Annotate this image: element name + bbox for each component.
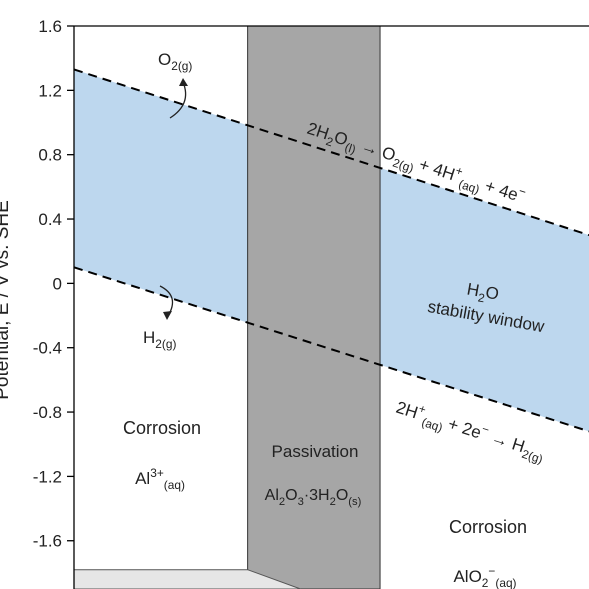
annotation-part: → H — [484, 426, 527, 456]
annotation-part: O — [285, 487, 297, 504]
annotation: Passivation — [272, 442, 359, 461]
annotation-part: 2 — [330, 496, 336, 508]
annotation-part: Corrosion — [123, 418, 201, 438]
lines — [73, 68, 589, 433]
passivation-region — [247, 25, 381, 589]
annotation-part: O — [336, 487, 348, 504]
annotation-part: 2 — [482, 576, 489, 589]
y-tick-label: 1.2 — [38, 81, 62, 100]
annotation-part: 2 — [324, 134, 335, 149]
y-tick-label: -1.2 — [33, 467, 62, 486]
y-tick-label: -1.6 — [33, 532, 62, 551]
annotation-part: ·3H — [304, 487, 330, 504]
annotation-part: 2(g) — [155, 337, 176, 351]
y-tick-label: 1.6 — [38, 17, 62, 36]
reaction-line — [73, 68, 589, 237]
annotation-part: 2 — [279, 496, 285, 508]
annotation-part: (aq) — [164, 478, 185, 492]
annotation-part: 3 — [298, 496, 304, 508]
annotation-part: Al — [135, 469, 150, 488]
y-tick-label: 0.4 — [38, 210, 62, 229]
annotation-part: AlO — [453, 567, 481, 586]
annotation-part: O — [332, 127, 350, 149]
annotation: O2(g) — [158, 50, 192, 73]
annotation: Corrosion — [123, 418, 201, 438]
annotation-part: − — [480, 421, 491, 436]
annotation: H2O — [465, 279, 501, 307]
annotation-part: − — [488, 564, 495, 578]
annotation-part: + — [417, 401, 428, 416]
annotation-part: 2(g) — [391, 156, 415, 176]
reaction-line — [73, 266, 589, 433]
annotation-part: Al — [265, 487, 279, 504]
annotation: H2(g) — [143, 328, 176, 351]
y-tick-label: 0.8 — [38, 146, 62, 165]
annotation: Al2O3·3H2O(s) — [265, 487, 362, 508]
annotation-part: 2(g) — [171, 59, 192, 73]
annotation-part: 2H — [394, 398, 420, 423]
annotation-part: (aq) — [457, 177, 481, 197]
annotation: AlO2−(aq) — [453, 564, 516, 589]
annotation-part: 2 — [477, 290, 486, 305]
annotation-part: − — [517, 184, 528, 199]
annotation: Al3+(aq) — [135, 466, 185, 492]
annotation-part: Corrosion — [449, 517, 527, 537]
annotation-part: O — [484, 283, 500, 304]
annotation-part: O — [158, 50, 171, 69]
annotation: Corrosion — [449, 517, 527, 537]
annotation-part: + 2e — [441, 413, 483, 443]
annotation-part: (aq) — [420, 415, 444, 435]
annotation-part: Passivation — [272, 442, 359, 461]
y-axis-label: Potential, E / V vs. SHE — [0, 200, 13, 400]
annotation-part: H — [143, 328, 155, 347]
annotation-part: (aq) — [495, 576, 516, 589]
y-tick-label: -0.8 — [33, 403, 62, 422]
y-axis-ticks: 1.6 1.2 0.8 0.4 0 -0.4 -0.8 -1.2 -1.6 — [33, 17, 74, 551]
y-tick-label: 0 — [53, 274, 62, 293]
annotation-part: (l) — [343, 140, 357, 157]
annotation-part: + — [454, 163, 465, 178]
annotation-part: H — [465, 279, 480, 300]
annotation-part: + 4e — [478, 175, 520, 205]
o2-arrowhead — [179, 78, 188, 86]
y-tick-label: -0.4 — [33, 339, 62, 358]
annotation-part: (s) — [348, 496, 361, 508]
annotation-part: 2(g) — [520, 447, 544, 467]
annotation-part: 3+ — [150, 466, 164, 480]
regions — [73, 25, 589, 589]
h2-arrowhead — [163, 311, 172, 320]
